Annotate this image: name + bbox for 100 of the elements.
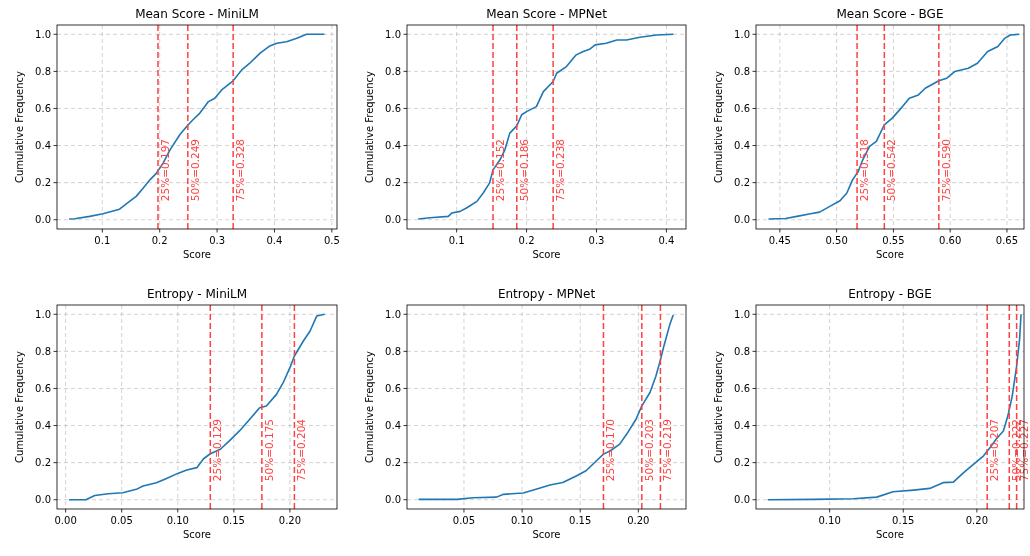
x-tick-label: 0.15 bbox=[569, 515, 592, 526]
y-tick-label: 0.4 bbox=[385, 420, 401, 432]
x-tick-label: 0.60 bbox=[939, 235, 962, 246]
y-tick-label: 0.2 bbox=[385, 457, 401, 469]
y-tick-label: 1.0 bbox=[35, 28, 51, 40]
x-tick-label: 0.55 bbox=[882, 235, 905, 246]
chart-title: Entropy - MPNet bbox=[497, 287, 596, 301]
y-tick-label: 0.0 bbox=[734, 494, 750, 506]
x-tick-label: 0.10 bbox=[166, 515, 189, 526]
x-tick-label: 0.15 bbox=[222, 515, 245, 526]
y-tick-label: 0.2 bbox=[734, 457, 750, 469]
x-tick-label: 0.45 bbox=[768, 235, 791, 246]
x-tick-label: 0.5 bbox=[323, 235, 340, 246]
ref-line-label: 50%=0.249 bbox=[188, 138, 201, 202]
x-tick-label: 0.20 bbox=[278, 515, 302, 526]
y-tick-label: 0.6 bbox=[734, 102, 750, 114]
x-axis-title: Score bbox=[875, 249, 905, 260]
y-tick-label: 1.0 bbox=[734, 28, 750, 40]
y-axis-title: Cumulative Frequency bbox=[14, 350, 25, 463]
y-tick-label: 0.8 bbox=[734, 65, 750, 77]
y-tick-label: 0.8 bbox=[385, 65, 401, 77]
x-tick-label: 0.1 bbox=[94, 235, 111, 246]
y-tick-label: 1.0 bbox=[385, 308, 401, 320]
x-tick-label: 0.3 bbox=[209, 235, 226, 246]
y-tick-label: 0.4 bbox=[734, 140, 750, 152]
ref-line-label: 75%=0.590 bbox=[939, 138, 952, 202]
x-tick-label: 0.10 bbox=[818, 515, 841, 526]
chart-title: Mean Score - BGE bbox=[836, 7, 944, 21]
chart-title: Mean Score - MiniLM bbox=[135, 7, 259, 21]
y-tick-label: 0.4 bbox=[35, 140, 51, 152]
y-tick-label: 0.8 bbox=[385, 345, 401, 357]
ref-line-label: 75%=0.204 bbox=[295, 418, 308, 482]
ref-line-label: 75%=0.328 bbox=[234, 138, 247, 202]
y-axis-title: Cumulative Frequency bbox=[713, 350, 724, 463]
x-tick-label: 0.65 bbox=[995, 235, 1019, 246]
ref-line-label: 25%=0.518 bbox=[858, 138, 871, 202]
x-tick-label: 0.05 bbox=[110, 515, 133, 526]
line-series bbox=[417, 33, 675, 220]
y-tick-label: 0.4 bbox=[385, 140, 401, 152]
y-tick-label: 1.0 bbox=[35, 308, 51, 320]
y-tick-label: 0.0 bbox=[35, 214, 51, 226]
y-tick-label: 1.0 bbox=[385, 28, 401, 40]
ref-line-label: 25%=0.207 bbox=[988, 418, 1001, 482]
x-axis-title: Score bbox=[182, 249, 212, 260]
y-tick-label: 1.0 bbox=[734, 308, 750, 320]
y-tick-label: 0.2 bbox=[35, 177, 51, 189]
ref-line-label: 75%=0.219 bbox=[661, 418, 674, 482]
chart-title: Entropy - BGE bbox=[848, 287, 932, 301]
y-axis-title: Cumulative Frequency bbox=[713, 70, 724, 183]
x-tick-label: 0.05 bbox=[452, 515, 476, 526]
line-series bbox=[417, 314, 675, 501]
y-tick-label: 0.6 bbox=[385, 382, 401, 394]
y-tick-label: 0.8 bbox=[35, 345, 51, 357]
ref-line-label: 50%=0.203 bbox=[642, 418, 655, 482]
x-axis-title: Score bbox=[875, 529, 905, 540]
y-tick-label: 0.6 bbox=[35, 382, 51, 394]
y-axis-title: Cumulative Frequency bbox=[14, 70, 25, 183]
line-series bbox=[766, 313, 1022, 501]
x-tick-label: 0.1 bbox=[448, 235, 465, 246]
x-axis-title: Score bbox=[532, 529, 561, 540]
x-axis-title: Score bbox=[532, 249, 561, 260]
ref-line-label: 50%=0.542 bbox=[885, 138, 898, 202]
y-tick-label: 0.0 bbox=[734, 214, 750, 226]
y-tick-label: 0.6 bbox=[35, 102, 51, 114]
x-tick-label: 0.4 bbox=[266, 235, 283, 246]
y-tick-label: 0.2 bbox=[35, 457, 51, 469]
y-tick-label: 0.8 bbox=[734, 345, 750, 357]
y-tick-label: 0.6 bbox=[385, 102, 401, 114]
line-series bbox=[767, 33, 1021, 220]
line-series bbox=[68, 313, 326, 501]
x-tick-label: 0.2 bbox=[518, 235, 535, 246]
chart-title: Mean Score - MPNet bbox=[486, 7, 608, 21]
ref-line-label: 50%=0.186 bbox=[517, 138, 530, 202]
y-tick-label: 0.4 bbox=[35, 420, 51, 432]
y-tick-label: 0.2 bbox=[385, 177, 401, 189]
y-axis-title: Cumulative Frequency bbox=[364, 350, 375, 463]
y-tick-label: 0.8 bbox=[35, 65, 51, 77]
x-tick-label: 0.4 bbox=[658, 235, 675, 246]
line-series bbox=[68, 33, 326, 220]
x-tick-label: 0.10 bbox=[510, 515, 534, 526]
y-tick-label: 0.0 bbox=[385, 494, 401, 506]
x-tick-label: 0.20 bbox=[965, 515, 989, 526]
x-tick-label: 0.2 bbox=[151, 235, 168, 246]
y-tick-label: 0.0 bbox=[385, 214, 401, 226]
y-tick-label: 0.0 bbox=[35, 494, 51, 506]
ref-line-label: 50%=0.175 bbox=[262, 418, 275, 482]
y-tick-label: 0.4 bbox=[734, 420, 750, 432]
y-tick-label: 0.6 bbox=[734, 382, 750, 394]
x-tick-label: 0.50 bbox=[825, 235, 848, 246]
chart-title: Entropy - MiniLM bbox=[146, 287, 248, 301]
ref-line-label: 25%=0.129 bbox=[211, 418, 224, 482]
y-tick-label: 0.2 bbox=[734, 177, 750, 189]
x-tick-label: 0.3 bbox=[588, 235, 605, 246]
ref-line-label: 25%=0.152 bbox=[494, 138, 507, 202]
y-axis-title: Cumulative Frequency bbox=[364, 70, 375, 183]
ref-line-label: 75%=0.238 bbox=[554, 138, 567, 202]
x-tick-label: 0.20 bbox=[627, 515, 650, 526]
ref-line-label: 25%=0.197 bbox=[158, 138, 171, 202]
x-tick-label: 0.15 bbox=[892, 515, 915, 526]
x-axis-title: Score bbox=[182, 529, 212, 540]
